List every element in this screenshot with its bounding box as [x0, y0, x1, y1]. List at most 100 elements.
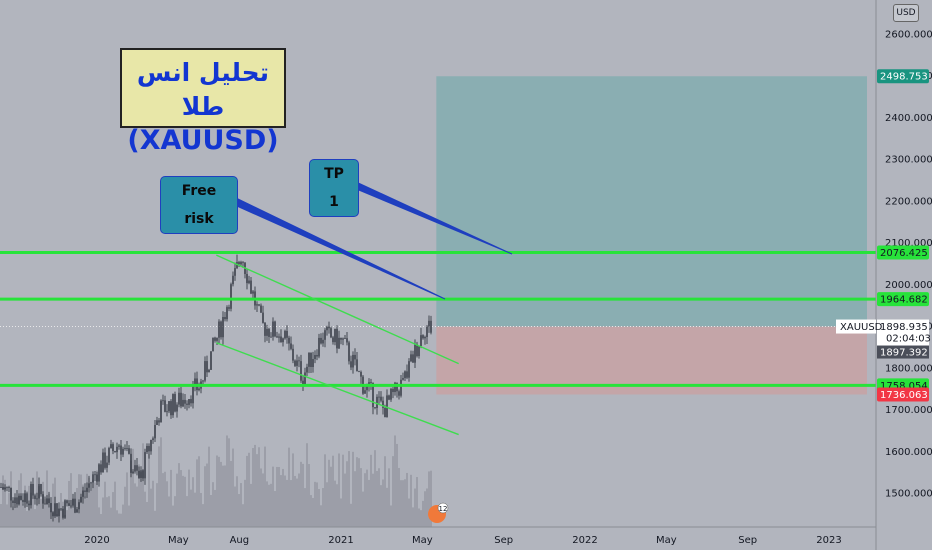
volume-bar — [312, 497, 314, 527]
y-tick-label: 1800.000 — [885, 363, 932, 374]
volume-bar — [96, 470, 98, 527]
candle-body — [394, 382, 396, 393]
volume-bar — [370, 454, 372, 527]
candle-body — [214, 337, 216, 341]
volume-bar — [264, 446, 266, 527]
volume-bar — [406, 472, 408, 527]
tp1-callout[interactable]: TP 1 — [309, 159, 359, 217]
volume-bar — [4, 479, 6, 527]
candle-body — [108, 448, 110, 463]
channel-lines[interactable] — [216, 254, 459, 436]
volume-bar — [198, 456, 200, 527]
candle-body — [396, 382, 398, 392]
volume-bar — [230, 460, 232, 527]
candle-body — [170, 401, 172, 416]
volume-bar — [368, 479, 370, 527]
volume-bar — [140, 472, 142, 527]
candle-body — [360, 371, 362, 377]
free-risk-callout[interactable]: Free risk — [160, 176, 238, 234]
candle-body — [368, 382, 370, 386]
candle-body — [210, 351, 212, 370]
volume-bar — [404, 479, 406, 527]
volume-bar — [242, 504, 244, 527]
candle-body — [388, 395, 390, 400]
resistance-1-tag-bg — [877, 245, 929, 260]
volume-bar — [158, 446, 160, 527]
candle-body — [218, 321, 220, 338]
candle-body — [312, 359, 314, 367]
y-tick-label: 1500.000 — [885, 489, 932, 500]
volume-bar — [356, 457, 358, 527]
volume-bar — [232, 448, 234, 527]
volume-bar — [254, 444, 256, 527]
candle-body — [138, 470, 140, 478]
tradingview-logo-icon[interactable]: 12 — [428, 502, 449, 523]
candle-body — [348, 342, 350, 362]
candle-body — [136, 465, 138, 471]
volume-bar — [430, 470, 432, 527]
candle-body — [174, 394, 176, 412]
candle-body — [64, 500, 66, 518]
volume-bar — [320, 505, 322, 527]
candle-body — [354, 354, 356, 360]
candle-body — [304, 372, 306, 384]
volume-bar — [398, 467, 400, 527]
candle-body — [414, 343, 416, 363]
candle-body — [110, 444, 112, 449]
candle-body — [34, 495, 36, 500]
candle-body — [176, 404, 178, 412]
candle-body — [246, 274, 248, 284]
currency-label[interactable]: USD — [893, 4, 919, 22]
candle-body — [182, 399, 184, 407]
candle-body — [122, 448, 124, 455]
candle-body — [206, 361, 208, 373]
candle-body — [340, 337, 342, 340]
volume-bar — [248, 452, 250, 527]
volume-bar — [378, 468, 380, 527]
candle-body — [72, 498, 74, 506]
volume-bar — [116, 510, 118, 527]
candle-body — [116, 446, 118, 453]
candle-body — [350, 361, 352, 368]
volume-bar — [144, 491, 146, 527]
y-tick-label: 1700.000 — [885, 405, 932, 416]
volume-bar — [184, 476, 186, 527]
bid-tag: 1897.392 — [880, 348, 928, 359]
volume-bar — [262, 473, 264, 527]
volume-bar — [300, 461, 302, 527]
x-tick-label: May — [412, 535, 433, 546]
volume-bar — [340, 498, 342, 527]
volume-bar — [416, 477, 418, 527]
time-axis[interactable]: 2020 May Aug 2021 May Sep 2022 May Sep 2023 — [0, 526, 876, 546]
volume-bar — [362, 491, 364, 527]
candle-body — [130, 453, 132, 473]
volume-bar — [208, 446, 210, 527]
candle-body — [290, 343, 292, 349]
symbol-label: XAUUSD — [840, 322, 883, 333]
volume-bar — [220, 461, 222, 527]
candle-body — [172, 394, 174, 416]
candle-body — [242, 261, 244, 263]
candle-body — [144, 452, 146, 479]
candle-body — [430, 320, 432, 333]
candle-body — [344, 338, 346, 339]
volume-bar — [344, 473, 346, 527]
volume-bar — [330, 466, 332, 527]
candle-body — [298, 360, 300, 362]
candle-body — [342, 338, 344, 340]
volume-bar — [400, 480, 402, 527]
candle-body — [250, 280, 252, 294]
volume-bar — [40, 498, 42, 527]
volume-bar — [186, 496, 188, 527]
volume-bar — [304, 488, 306, 527]
candle-body — [332, 337, 334, 343]
candle-body — [52, 512, 54, 517]
horizontal-levels[interactable] — [0, 250, 876, 387]
volume-bar — [256, 454, 258, 527]
volume-bar — [270, 483, 272, 527]
volume-bar — [342, 454, 344, 527]
volume-bars — [0, 435, 432, 527]
volume-bar — [110, 507, 112, 527]
position-zones — [436, 76, 867, 395]
